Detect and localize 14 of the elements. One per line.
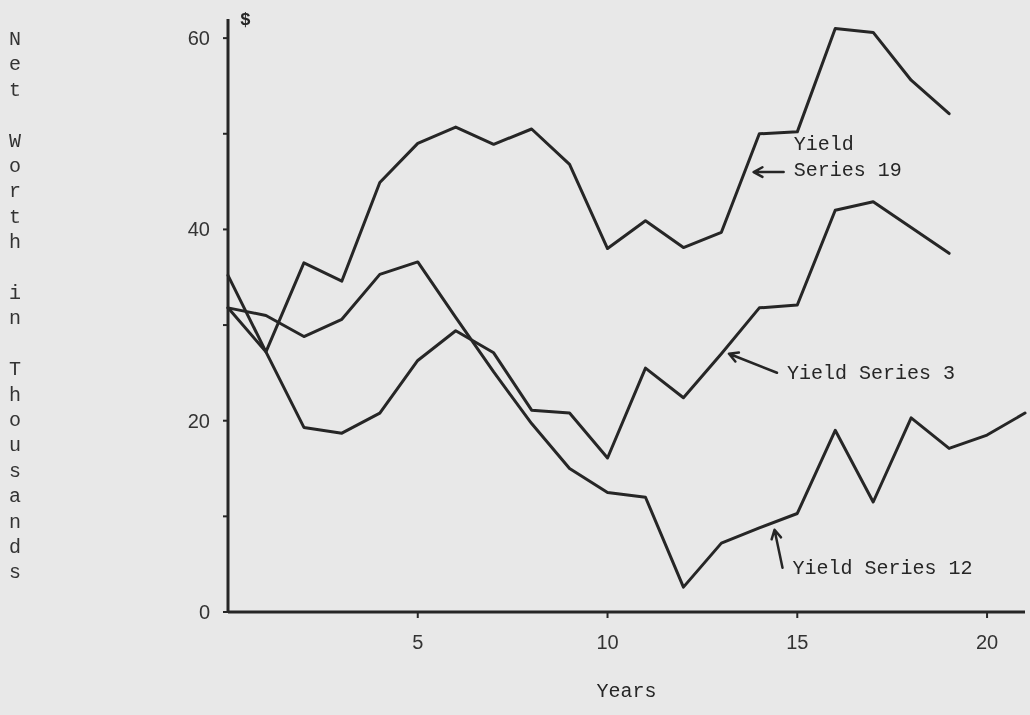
x-axis-title: Years [596, 680, 657, 703]
x-tick-label: 20 [975, 631, 999, 653]
series-label: Yield Series 19 [793, 133, 902, 183]
y-tick-label: 60 [187, 27, 210, 50]
annotation: $ [240, 10, 251, 31]
x-tick-label: 15 [786, 631, 809, 653]
x-tick-label: 5 [412, 631, 424, 653]
legend-label: Yield Series 3 [786, 361, 955, 385]
text: Net Worth in Thousands [8, 28, 22, 585]
x-tick-label: 10 [596, 631, 619, 653]
y-tick-label: 40 [187, 218, 210, 241]
y-tick-label: 0 [198, 601, 210, 623]
y-tick-label: 20 [187, 409, 210, 432]
series-label: Yield Series 12 [792, 556, 973, 580]
